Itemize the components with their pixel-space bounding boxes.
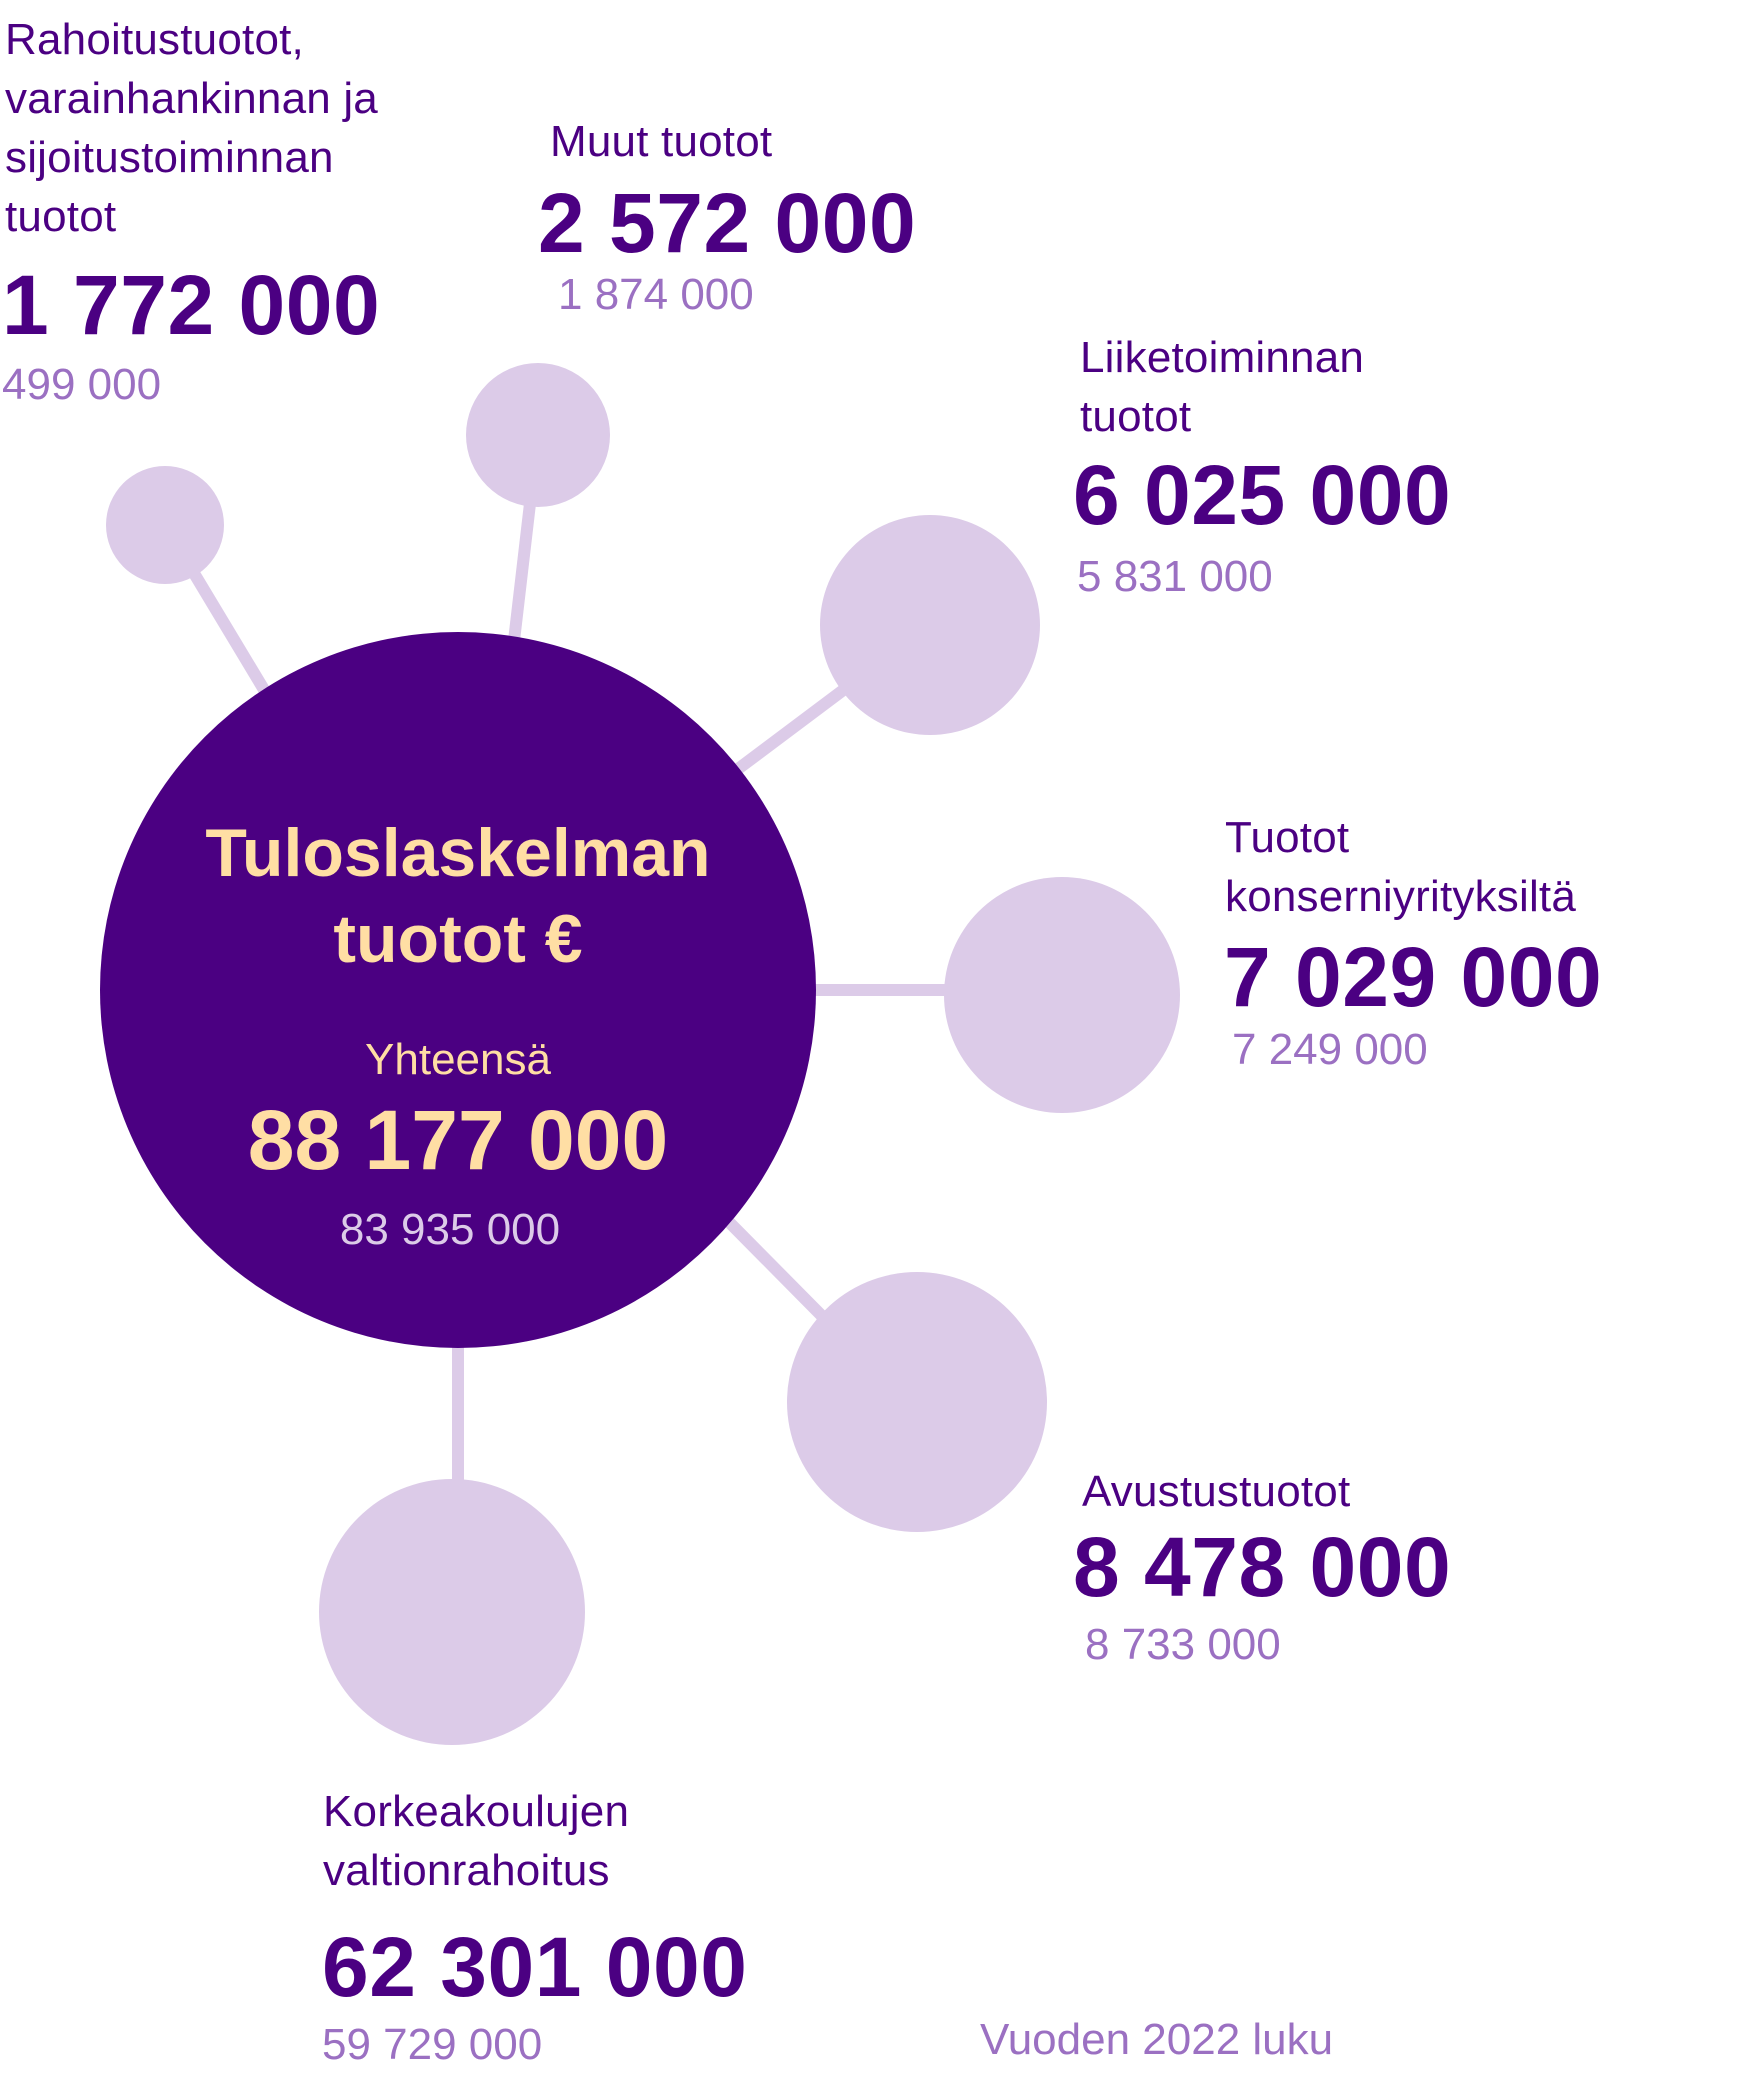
bubble-avustustuotot — [787, 1272, 1047, 1532]
muut-tuotot-value: 2 572 000 — [538, 176, 917, 270]
konserniyritykset-previous: 7 249 000 — [1232, 1025, 1428, 1074]
muut-tuotot-label: Muut tuotot — [550, 117, 773, 166]
footnote: Vuoden 2022 luku — [980, 2015, 1334, 2064]
avustustuotot-label: Avustustuotot — [1082, 1467, 1351, 1516]
center-total-label: Yhteensä — [365, 1035, 551, 1084]
liiketoiminnan-tuotot-value: 6 025 000 — [1073, 448, 1452, 542]
rahoitustuotot-value: 1 772 000 — [2, 258, 381, 352]
konserniyritykset-value: 7 029 000 — [1224, 930, 1603, 1024]
liiketoiminnan-tuotot-label: Liiketoiminnan tuotot — [1080, 333, 1365, 441]
bubble-valtionrahoitus — [319, 1479, 585, 1745]
konserniyritykset-label: Tuotot konserniyrityksiltä — [1225, 813, 1577, 921]
avustustuotot-value: 8 478 000 — [1073, 1520, 1452, 1614]
center-title: Tuloslaskelman tuotot € — [205, 815, 711, 977]
center-previous-value: 83 935 000 — [339, 1205, 561, 1254]
valtionrahoitus-label: Korkeakoulujen valtionrahoitus — [323, 1787, 630, 1895]
center-total-value: 88 177 000 — [247, 1093, 669, 1187]
rahoitustuotot-label: Rahoitustuotot, varainhankinnan ja sijoi… — [5, 15, 378, 241]
bubble-liiketoiminnan-tuotot — [820, 515, 1040, 735]
bubble-konserniyritykset — [944, 877, 1180, 1113]
bubble-rahoitustuotot — [106, 466, 224, 584]
bubble-muut-tuotot — [466, 363, 610, 507]
center-bubble — [100, 632, 816, 1348]
rahoitustuotot-previous: 499 000 — [2, 360, 162, 409]
avustustuotot-previous: 8 733 000 — [1085, 1620, 1281, 1669]
muut-tuotot-previous: 1 874 000 — [558, 270, 754, 319]
valtionrahoitus-value: 62 301 000 — [322, 1920, 748, 2014]
valtionrahoitus-previous: 59 729 000 — [322, 2020, 543, 2069]
liiketoiminnan-tuotot-previous: 5 831 000 — [1077, 552, 1273, 601]
